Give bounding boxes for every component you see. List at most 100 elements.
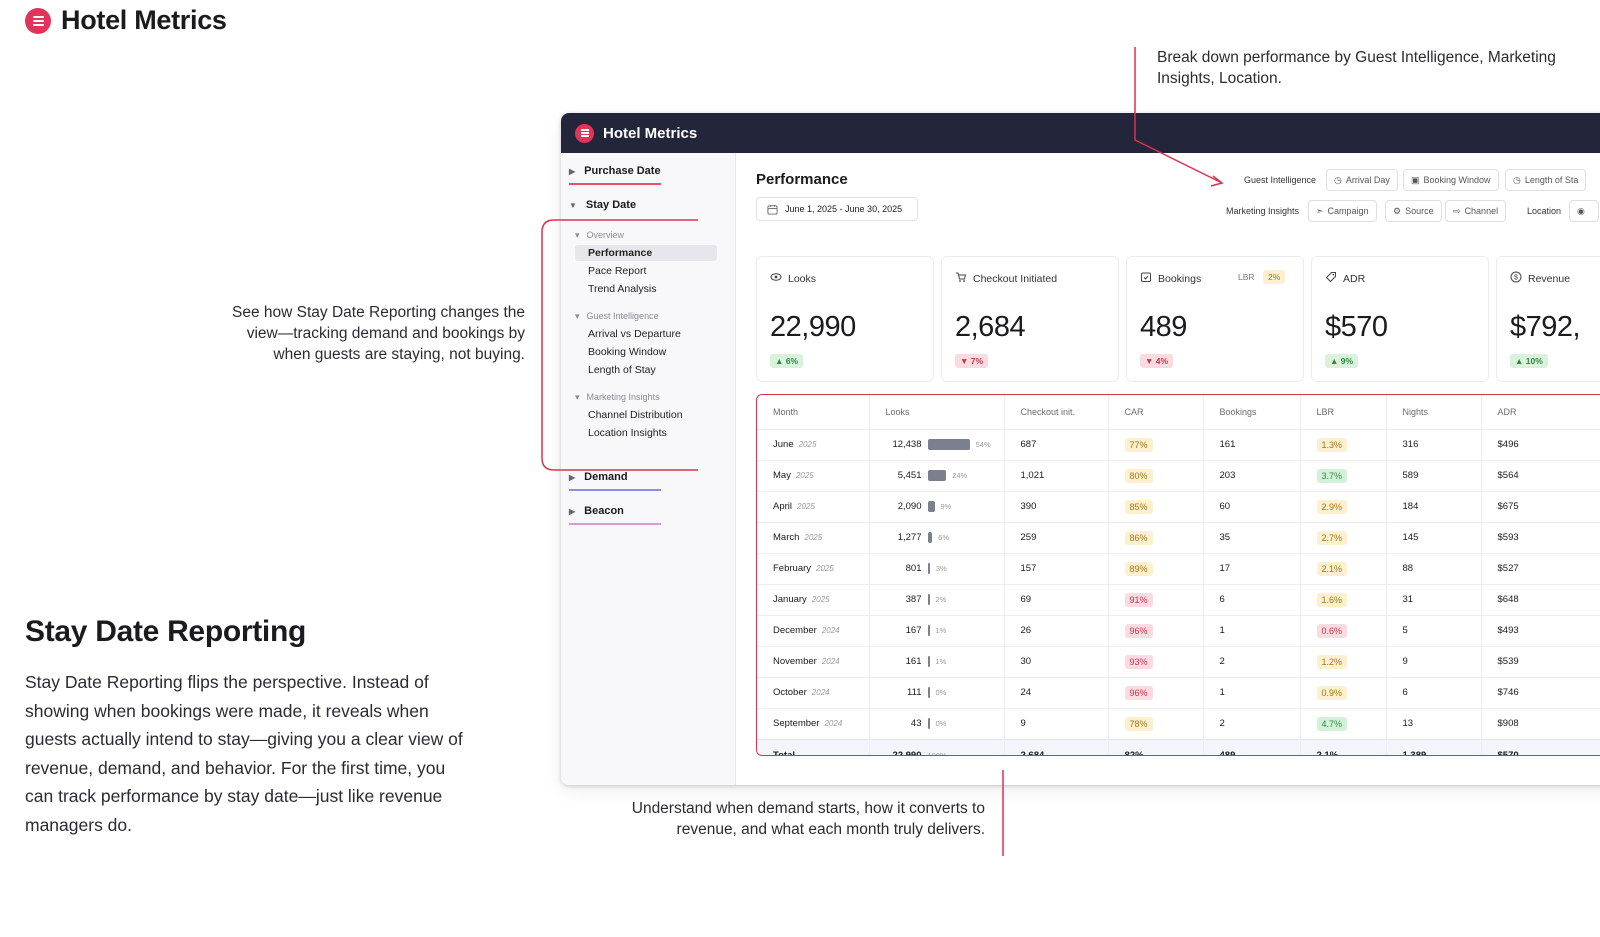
sidebar-item-location-insights[interactable]: Location Insights xyxy=(588,427,667,439)
kpi-label-text: Checkout Initiated xyxy=(973,272,1058,285)
table-row[interactable]: September 2024 43 0% 9 78% 2 4.7% 13 $908 xyxy=(757,707,1600,739)
column-header[interactable]: Month xyxy=(757,395,870,429)
table-row[interactable]: December 2024 167 1% 26 96% 1 0.6% 5 $493 xyxy=(757,614,1600,646)
kpi-card-looks[interactable]: Looks 22,990 ▲ 6% xyxy=(756,256,934,382)
table-row[interactable]: February 2025 801 3% 157 89% 17 2.1% 88 $527 xyxy=(757,552,1600,584)
cart-icon xyxy=(955,271,967,286)
kpi-tag-value: 2% xyxy=(1263,270,1286,284)
month-text: December xyxy=(773,625,817,636)
car-badge: 96% xyxy=(1124,623,1153,638)
sidebar-item-performance[interactable]: Performance xyxy=(588,247,653,259)
table-row[interactable]: May 2025 5,451 24% 1,021 80% 203 3.7% 589 $564 xyxy=(757,459,1600,491)
column-header[interactable]: Checkout init. xyxy=(1004,395,1109,429)
kpi-delta-badge: ▲ 10% xyxy=(1510,354,1548,368)
sidebar-section-stay-date[interactable]: ▼ Stay Date xyxy=(569,199,636,211)
sidebar-section-demand[interactable]: ▶ Demand xyxy=(569,471,628,483)
sidebar-item-trend-analysis[interactable]: Trend Analysis xyxy=(588,283,657,295)
month-text: October xyxy=(773,687,807,698)
triangle-up-icon: ▲ xyxy=(1515,356,1524,366)
cell-looks: 387 2% xyxy=(869,583,1005,615)
kpi-card-revenue[interactable]: $ Revenue $792, ▲ 10% xyxy=(1496,256,1600,382)
annotation-bottom: Understand when demand starts, how it co… xyxy=(631,800,985,838)
cell-looks: 801 3% xyxy=(869,552,1005,584)
kpi-card-bookings[interactable]: Bookings LBR 2% 489 ▼ 4% xyxy=(1126,256,1304,382)
performance-table: Month Looks Checkout init. CAR Bookings LBR Ni… xyxy=(756,394,1600,756)
column-header[interactable]: Nights xyxy=(1386,395,1482,429)
column-header[interactable]: ADR xyxy=(1481,395,1600,429)
total-lbr: 2.1% xyxy=(1300,738,1387,755)
share-bar xyxy=(927,655,930,667)
cell-month: April 2025 xyxy=(757,490,870,522)
sidebar-item-channel-distribution[interactable]: Channel Distribution xyxy=(588,409,683,421)
window-icon: ▣ xyxy=(1411,174,1420,185)
filter-label-location: Location xyxy=(1527,206,1562,216)
sidebar-group-label: Guest Intelligence xyxy=(586,311,659,321)
share-bar xyxy=(927,469,947,481)
filter-location[interactable]: ◉ xyxy=(1569,200,1599,222)
sidebar-item-length-of-stay[interactable]: Length of Stay xyxy=(588,364,656,376)
eye-icon xyxy=(770,271,782,286)
clock-icon: ◷ xyxy=(1334,174,1342,185)
cell-car: 96% xyxy=(1108,676,1204,708)
sidebar-item-arrival-vs-departure[interactable]: Arrival vs Departure xyxy=(588,328,681,340)
column-header[interactable]: LBR xyxy=(1300,395,1387,429)
kpi-delta-text: 9% xyxy=(1340,356,1354,366)
table-row[interactable]: June 2025 12,438 54% 687 77% 161 1.3% 316 $496 xyxy=(757,428,1600,460)
filter-campaign[interactable]: ➣ Campaign xyxy=(1308,200,1377,222)
column-header[interactable]: CAR xyxy=(1108,395,1204,429)
cell-nights: 5 xyxy=(1386,614,1482,646)
brand-name: Hotel Metrics xyxy=(61,5,227,35)
kpi-label-text: ADR xyxy=(1343,272,1366,285)
sidebar-section-beacon[interactable]: ▶ Beacon xyxy=(569,505,624,517)
kpi-label: $ Revenue xyxy=(1510,271,1570,286)
cell-checkout: 1,021 xyxy=(1004,459,1109,491)
share-percent: 1% xyxy=(935,657,947,666)
table-row[interactable]: April 2025 2,090 9% 390 85% 60 2.9% 184 $675 xyxy=(757,490,1600,522)
channel-icon: ⇨ xyxy=(1453,205,1461,216)
kpi-card-checkout-initiated[interactable]: Checkout Initiated 2,684 ▼ 7% xyxy=(941,256,1119,382)
svg-text:$: $ xyxy=(1514,275,1518,282)
looks-value: 387 xyxy=(905,594,922,605)
sidebar-group-overview[interactable]: ▾ Overview xyxy=(575,230,624,241)
table-row[interactable]: January 2025 387 2% 69 91% 6 1.6% 31 $648 xyxy=(757,583,1600,615)
app-logo-icon xyxy=(575,123,594,143)
gear-icon: ⚙ xyxy=(1393,205,1402,216)
sidebar-item-pace-report[interactable]: Pace Report xyxy=(588,265,647,277)
sidebar-group-guest-intelligence[interactable]: ▾ Guest Intelligence xyxy=(575,311,659,322)
looks-value: 43 xyxy=(910,718,922,729)
date-range-picker[interactable]: June 1, 2025 - June 30, 2025 xyxy=(756,197,918,221)
kpi-delta-badge: ▼ 4% xyxy=(1140,354,1174,368)
month-text: September xyxy=(773,718,820,729)
car-badge: 77% xyxy=(1124,437,1153,452)
filter-channel[interactable]: ⇨ Channel xyxy=(1445,200,1507,222)
cell-car: 91% xyxy=(1108,583,1204,615)
filter-arrival-day[interactable]: ◷ Arrival Day xyxy=(1326,169,1398,191)
cell-adr: $746 xyxy=(1481,676,1600,708)
filter-source[interactable]: ⚙ Source xyxy=(1385,200,1442,222)
cell-adr: $908 xyxy=(1481,707,1600,739)
table-row[interactable]: October 2024 111 0% 24 96% 1 0.9% 6 $746 xyxy=(757,676,1600,708)
total-looks-value: 22,990 xyxy=(892,749,922,756)
annotation-top: Break down performance by Guest Intellig… xyxy=(1157,49,1556,87)
cell-lbr: 1.3% xyxy=(1300,428,1387,460)
filter-booking-window[interactable]: ▣ Booking Window xyxy=(1403,169,1499,191)
sidebar-group-marketing-insights[interactable]: ▾ Marketing Insights xyxy=(575,392,660,403)
column-header[interactable]: Bookings xyxy=(1203,395,1301,429)
sidebar-section-purchase-date[interactable]: ▶ Purchase Date xyxy=(569,165,661,177)
car-badge: 80% xyxy=(1124,468,1153,483)
table-row[interactable]: November 2024 161 1% 30 93% 2 1.2% 9 $539 xyxy=(757,645,1600,677)
chevron-down-icon: ▾ xyxy=(575,392,580,402)
sidebar-item-booking-window[interactable]: Booking Window xyxy=(588,346,667,358)
cell-looks: 43 0% xyxy=(869,707,1005,739)
cell-checkout: 24 xyxy=(1004,676,1109,708)
lbr-badge: 1.2% xyxy=(1316,654,1348,669)
looks-value: 5,451 xyxy=(897,470,922,481)
column-header[interactable]: Looks xyxy=(869,395,1005,429)
cell-checkout: 9 xyxy=(1004,707,1109,739)
cell-looks: 5,451 24% xyxy=(869,459,1005,491)
kpi-delta-badge: ▲ 6% xyxy=(770,354,804,368)
table-row[interactable]: March 2025 1,277 6% 259 86% 35 2.7% 145 $593 xyxy=(757,521,1600,553)
share-bar xyxy=(927,438,970,450)
filter-length-of-stay[interactable]: ◷ Length of Sta xyxy=(1505,169,1587,191)
kpi-card-adr[interactable]: ADR $570 ▲ 9% xyxy=(1311,256,1489,382)
